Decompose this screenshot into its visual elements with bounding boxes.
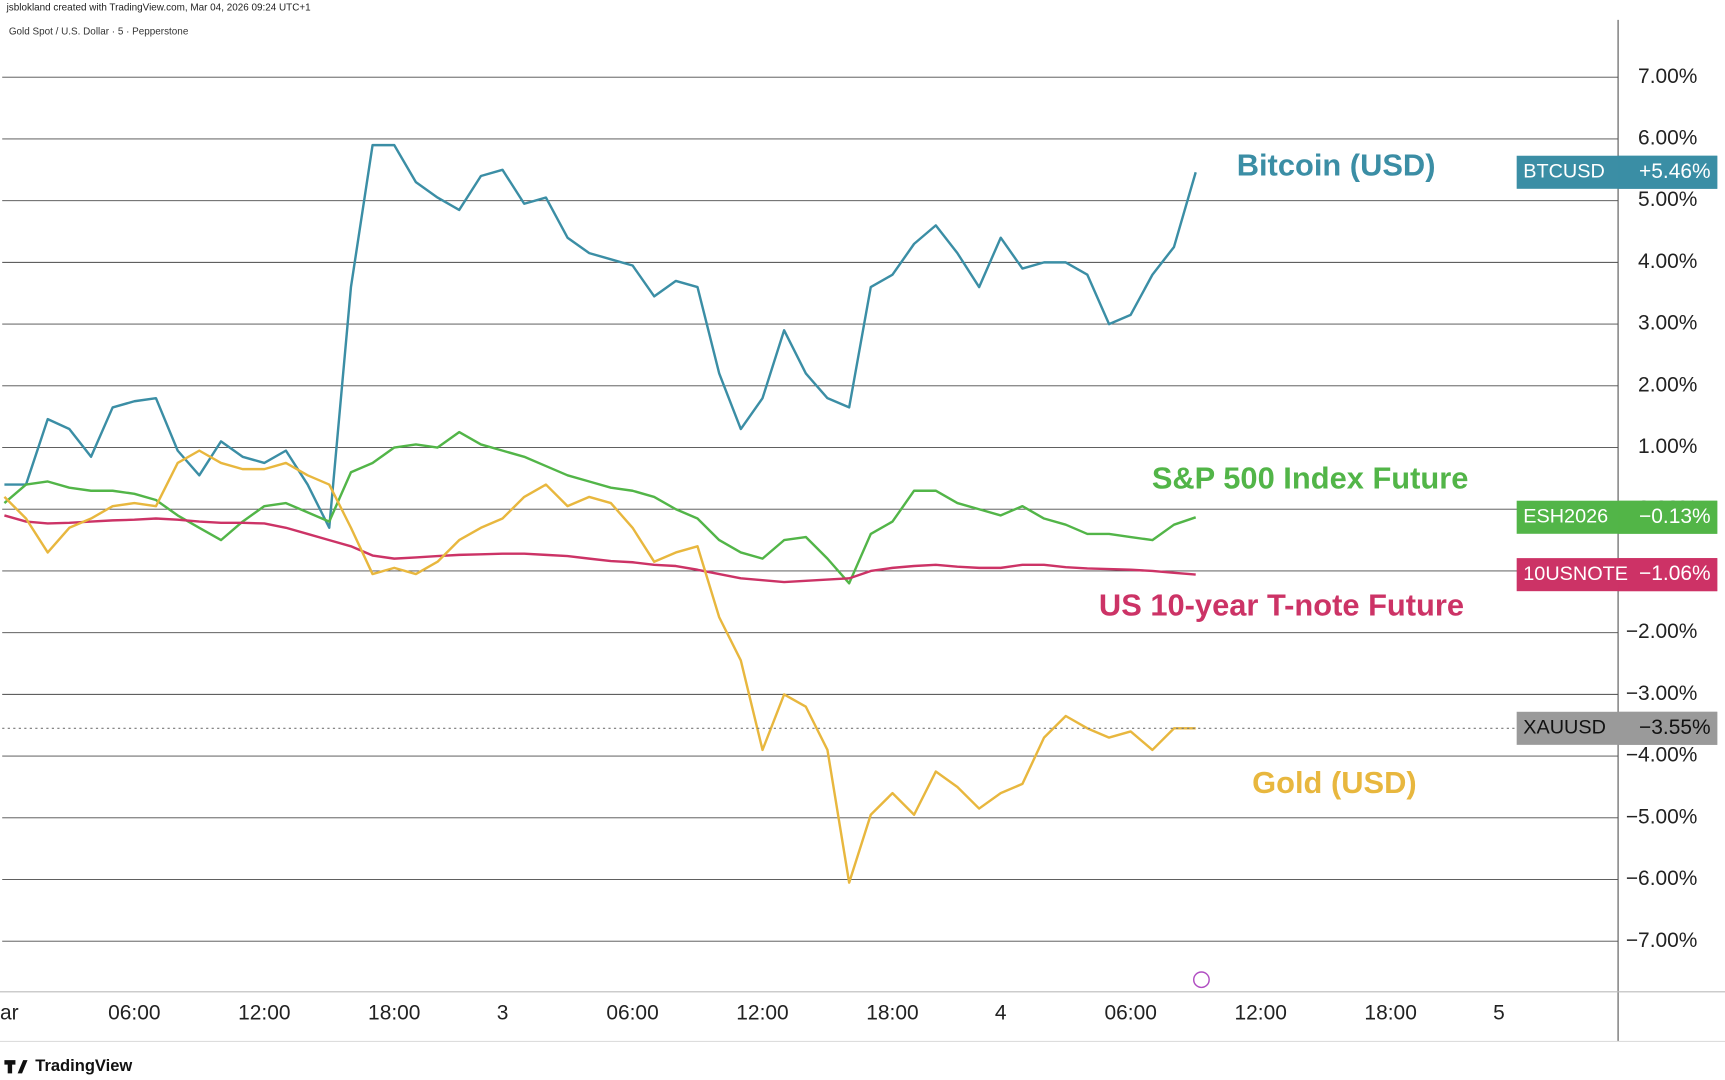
y-tick-label: 6.00% bbox=[1638, 126, 1697, 149]
y-tick-label: 7.00% bbox=[1638, 65, 1697, 88]
x-tick-label: 5 bbox=[1493, 1001, 1505, 1024]
brand-logo bbox=[4, 1060, 28, 1074]
y-tick-label: 1.00% bbox=[1638, 435, 1697, 458]
x-tick-label: 06:00 bbox=[606, 1001, 658, 1024]
x-tick-label: 18:00 bbox=[368, 1001, 420, 1024]
x-tick-label: 12:00 bbox=[1234, 1001, 1286, 1024]
series-annotation: S&P 500 Index Future bbox=[1152, 461, 1469, 496]
price-badge-value bbox=[1618, 500, 1718, 534]
badge-value: −0.13% bbox=[1639, 505, 1711, 528]
y-tick-label: −6.00% bbox=[1626, 867, 1698, 890]
series-annotation: Gold (USD) bbox=[1252, 765, 1416, 800]
series-line bbox=[3, 430, 1197, 585]
price-badge-value bbox=[1618, 558, 1718, 592]
replay-icon[interactable] bbox=[1193, 971, 1210, 989]
x-tick-label: ar bbox=[0, 1001, 19, 1024]
badge-value: −3.55% bbox=[1639, 716, 1711, 739]
badge-value: +5.46% bbox=[1639, 160, 1711, 183]
badge-name: 10USNOTE bbox=[1523, 563, 1628, 585]
x-tick-label: 18:00 bbox=[1364, 1001, 1416, 1024]
y-tick-label: −4.00% bbox=[1626, 744, 1698, 767]
series-annotation: Bitcoin (USD) bbox=[1237, 148, 1436, 183]
badge-name: ESH2026 bbox=[1523, 505, 1608, 527]
x-tick-label: 12:00 bbox=[238, 1001, 290, 1024]
badge-value: −1.06% bbox=[1639, 562, 1711, 585]
y-tick-label: 4.00% bbox=[1638, 250, 1697, 273]
header: jsblokland created with TradingView.com,… bbox=[6, 2, 312, 13]
series-line bbox=[3, 449, 1196, 884]
y-tick-label: 5.00% bbox=[1638, 188, 1697, 211]
x-tick-label: 4 bbox=[995, 1001, 1007, 1024]
subtitle: Gold Spot / U.S. Dollar · 5 · Pepperston… bbox=[9, 27, 189, 38]
y-tick-label: −3.00% bbox=[1626, 682, 1698, 705]
x-tick-label: 06:00 bbox=[1105, 1001, 1157, 1024]
y-tick-label: 2.00% bbox=[1638, 373, 1697, 396]
x-tick-label: 12:00 bbox=[736, 1001, 788, 1024]
x-tick-label: 06:00 bbox=[108, 1001, 160, 1024]
y-tick-label: 3.00% bbox=[1638, 312, 1697, 335]
price-badge-value bbox=[1618, 711, 1718, 745]
x-tick-label: 3 bbox=[497, 1001, 509, 1024]
series-line bbox=[4, 514, 1196, 584]
y-tick-label: −5.00% bbox=[1626, 805, 1698, 828]
price-badge-value bbox=[1618, 155, 1718, 189]
badge-name: BTCUSD bbox=[1523, 161, 1605, 183]
y-tick-label: −7.00% bbox=[1626, 929, 1698, 952]
y-tick-label: −2.00% bbox=[1626, 620, 1698, 643]
brand: TradingView bbox=[35, 1056, 132, 1075]
x-tick-label: 18:00 bbox=[866, 1001, 918, 1024]
series-annotation: US 10-year T-note Future bbox=[1099, 587, 1464, 622]
badge-name: XAUUSD bbox=[1523, 717, 1606, 739]
series-line bbox=[4, 143, 1197, 529]
